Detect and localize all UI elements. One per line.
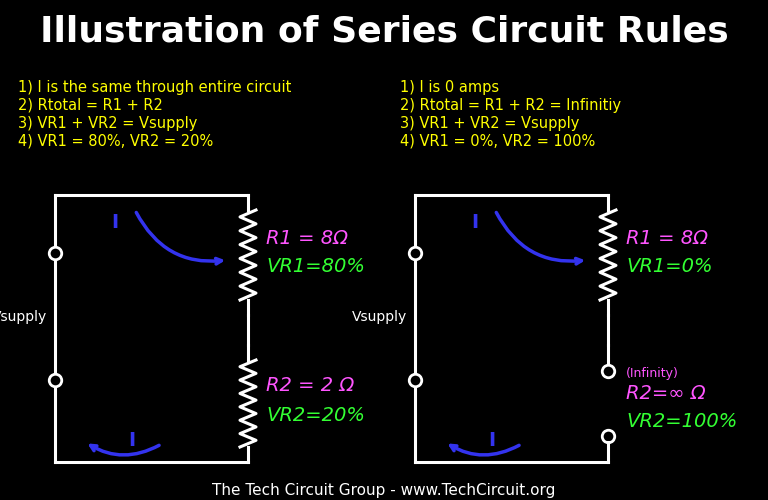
Text: 3) VR1 + VR2 = Vsupply: 3) VR1 + VR2 = Vsupply — [18, 116, 197, 131]
Text: I: I — [488, 430, 495, 450]
Text: 3) VR1 + VR2 = Vsupply: 3) VR1 + VR2 = Vsupply — [400, 116, 579, 131]
Text: The Tech Circuit Group - www.TechCircuit.org: The Tech Circuit Group - www.TechCircuit… — [212, 482, 556, 498]
Text: R2 = 2 Ω: R2 = 2 Ω — [266, 376, 354, 395]
Text: VR2=100%: VR2=100% — [626, 412, 737, 431]
Text: 1) I is 0 amps: 1) I is 0 amps — [400, 80, 499, 95]
Text: VR1=80%: VR1=80% — [266, 258, 365, 276]
Text: I: I — [111, 214, 118, 233]
Text: (Infinity): (Infinity) — [626, 367, 679, 380]
Text: R2=∞ Ω: R2=∞ Ω — [626, 384, 706, 403]
Text: 2) Rtotal = R1 + R2: 2) Rtotal = R1 + R2 — [18, 98, 163, 113]
Text: I: I — [472, 214, 478, 233]
Text: 4) VR1 = 80%, VR2 = 20%: 4) VR1 = 80%, VR2 = 20% — [18, 134, 214, 149]
Text: VR2=20%: VR2=20% — [266, 406, 365, 425]
Text: R1 = 8Ω: R1 = 8Ω — [626, 230, 708, 248]
Text: Vsupply: Vsupply — [352, 310, 407, 324]
Text: VR1=0%: VR1=0% — [626, 258, 713, 276]
Text: 2) Rtotal = R1 + R2 = Infinitiy: 2) Rtotal = R1 + R2 = Infinitiy — [400, 98, 621, 113]
Text: Vsupply: Vsupply — [0, 310, 47, 324]
Text: 1) I is the same through entire circuit: 1) I is the same through entire circuit — [18, 80, 291, 95]
Text: Illustration of Series Circuit Rules: Illustration of Series Circuit Rules — [40, 15, 728, 49]
Text: I: I — [128, 430, 135, 450]
Text: 4) VR1 = 0%, VR2 = 100%: 4) VR1 = 0%, VR2 = 100% — [400, 134, 595, 149]
Text: R1 = 8Ω: R1 = 8Ω — [266, 230, 348, 248]
